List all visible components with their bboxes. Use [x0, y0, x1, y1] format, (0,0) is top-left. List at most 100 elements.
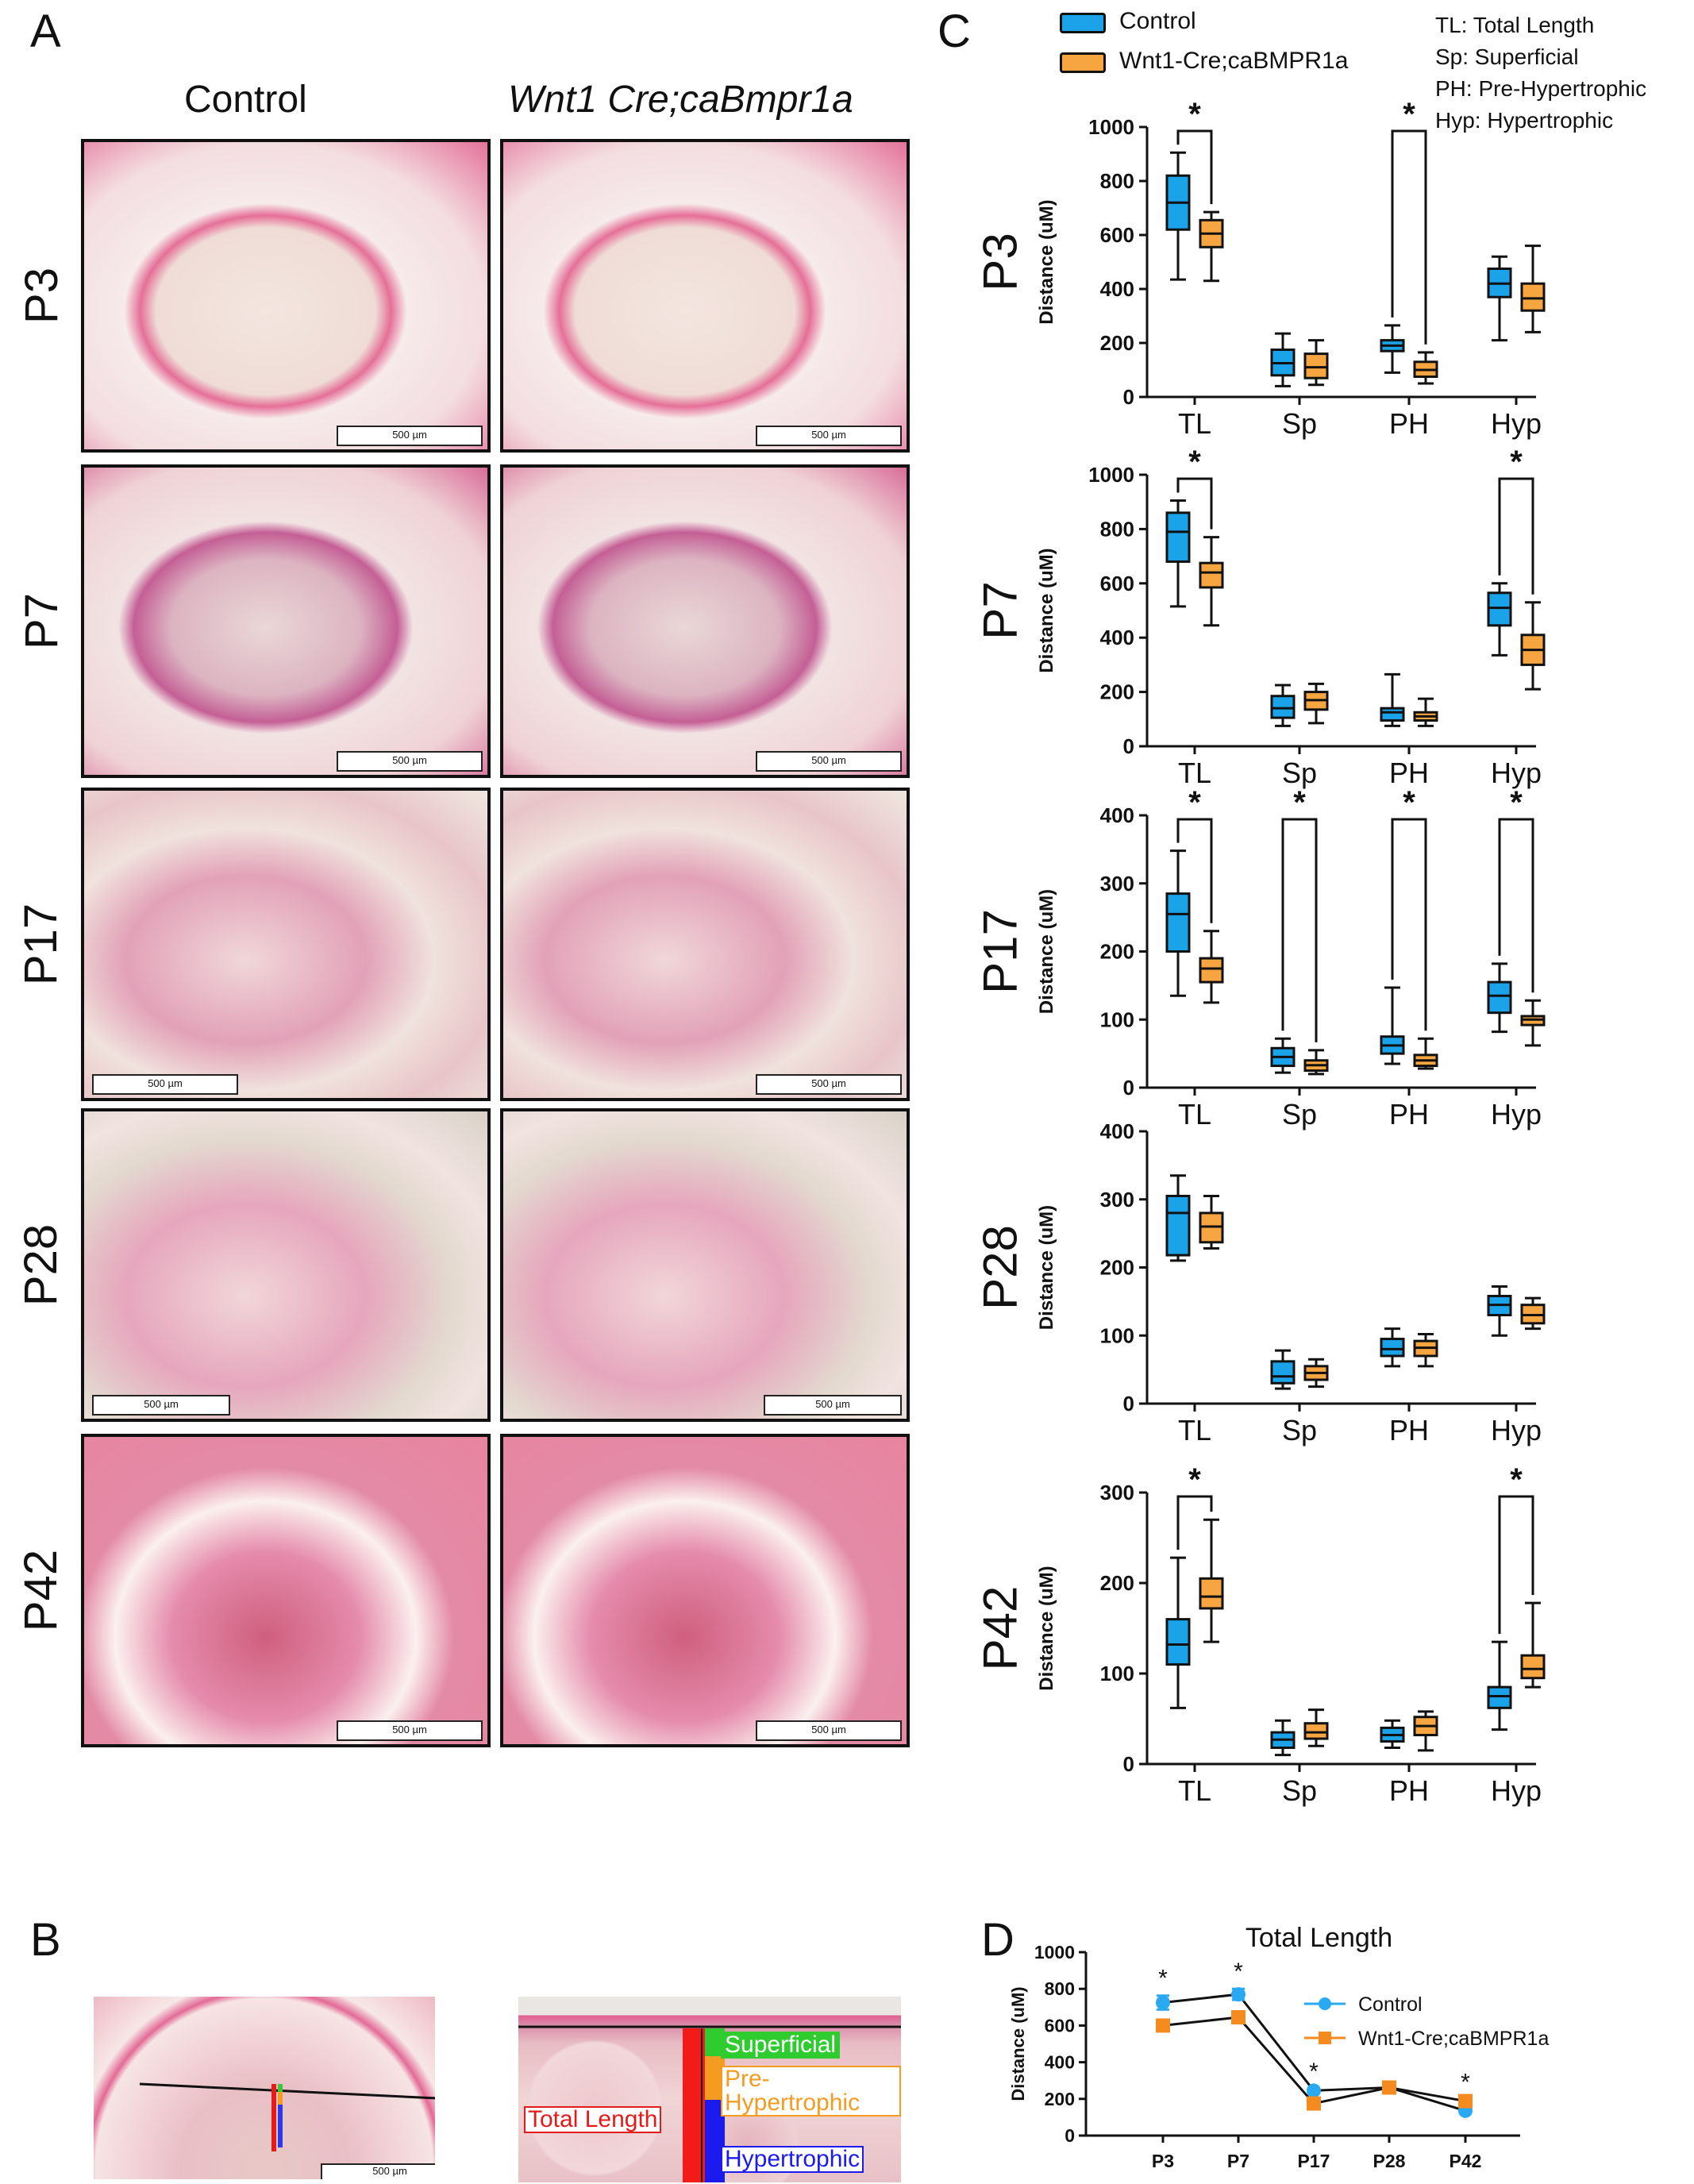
y-tick-label: 0	[1123, 734, 1134, 758]
x-tick-label-hyp: Hyp	[1491, 1774, 1542, 1807]
point-control-p17	[1307, 2083, 1321, 2098]
abbr-prehypertrophic: PH: Pre-Hypertrophic	[1435, 76, 1647, 101]
box-control-tl	[1165, 1194, 1191, 1257]
box-control-ph	[1380, 1338, 1405, 1358]
line-y-tick-label: 0	[1065, 2125, 1075, 2146]
line-significance-star: *	[1461, 2069, 1470, 2095]
y-tick-label: 100	[1100, 1007, 1134, 1031]
y-axis-label: Distance (uM)	[1036, 1205, 1057, 1330]
box-control-ph	[1380, 707, 1405, 722]
abbr-superficial: Sp: Superficial	[1435, 44, 1579, 69]
y-tick-label: 100	[1100, 1323, 1134, 1347]
y-tick-label: 1000	[1088, 463, 1134, 487]
significance-bracket	[1281, 818, 1318, 1042]
line-legend-marker-control	[1319, 1997, 1331, 2010]
stage-label-p3: P3	[974, 233, 1027, 291]
line-y-tick-label: 600	[1045, 2015, 1075, 2036]
legend-swatch-control	[1060, 13, 1106, 33]
y-tick-label: 300	[1100, 1481, 1134, 1504]
point-mutant-p42	[1458, 2093, 1473, 2109]
abbr-total-length: TL: Total Length	[1435, 13, 1595, 37]
box-control-sp	[1270, 695, 1296, 719]
line-significance-star: *	[1158, 1966, 1168, 1992]
y-tick-label: 400	[1100, 1119, 1134, 1143]
y-tick-label: 800	[1100, 169, 1134, 193]
x-tick-label-sp: Sp	[1282, 1774, 1317, 1807]
point-mutant-p28	[1382, 2080, 1396, 2095]
line-legend-label-control: Control	[1358, 1993, 1423, 2016]
scalebar: 500 µm	[764, 1395, 902, 1416]
x-tick-label-ph: PH	[1389, 1414, 1429, 1446]
x-tick-label-sp: Sp	[1282, 407, 1317, 440]
significance-star: *	[1188, 1462, 1201, 1497]
y-tick-label: 0	[1123, 1076, 1134, 1100]
column-header-mutant: Wnt1 Cre;caBmpr1a	[508, 79, 853, 121]
line-x-tick-label-p28: P28	[1373, 2151, 1406, 2171]
zone-label-prehypertrophic: Pre-Hypertrophic	[721, 2066, 901, 2117]
line-y-tick-label: 800	[1045, 1978, 1075, 1999]
histology-p17-control: 500 µm	[81, 788, 491, 1101]
line-x-tick-label-p3: P3	[1152, 2151, 1174, 2171]
y-tick-label: 0	[1123, 1392, 1134, 1416]
y-axis-label: Distance (uM)	[1036, 1566, 1057, 1690]
y-tick-label: 600	[1100, 223, 1134, 247]
x-tick-label-hyp: Hyp	[1491, 407, 1542, 440]
histology-p3-control: 500 µm	[81, 139, 491, 453]
scalebar: 500 µm	[756, 426, 902, 446]
significance-bracket	[1498, 818, 1534, 993]
histology-p28-mutant: 500 µm	[500, 1108, 910, 1422]
x-tick-label-ph: PH	[1389, 1774, 1429, 1807]
zone-label-superficial: Superficial	[721, 2032, 841, 2059]
scalebar: 500 µm	[337, 1720, 483, 1741]
scalebar: 500 µm	[756, 1074, 902, 1095]
x-tick-label-sp: Sp	[1282, 757, 1317, 789]
x-tick-label-hyp: Hyp	[1491, 1098, 1542, 1131]
histology-p7-mutant: 500 µm	[500, 464, 910, 778]
y-tick-label: 400	[1100, 626, 1134, 649]
histology-p42-control: 500 µm	[81, 1434, 491, 1747]
histology-p17-mutant: 500 µm	[500, 788, 910, 1101]
scalebar-b: 500 µm	[321, 2163, 435, 2179]
significance-bracket	[1391, 818, 1427, 1031]
x-tick-label-hyp: Hyp	[1491, 1414, 1542, 1446]
panel-label-c: C	[937, 6, 971, 57]
point-mutant-p17	[1307, 2096, 1321, 2111]
y-tick-label: 400	[1100, 803, 1134, 827]
scalebar: 500 µm	[756, 751, 902, 772]
scalebar: 500 µm	[92, 1074, 238, 1095]
box-control-hyp	[1487, 591, 1512, 627]
significance-star: *	[1188, 785, 1201, 820]
significance-star: *	[1188, 445, 1201, 480]
significance-bracket	[1176, 818, 1213, 923]
point-mutant-p7	[1231, 2010, 1245, 2025]
schematic-lines	[139, 2082, 435, 2151]
stage-label-p7: P7	[974, 581, 1027, 639]
histology-p42-mutant: 500 µm	[500, 1434, 910, 1747]
significance-bracket	[1498, 477, 1534, 595]
x-tick-label-hyp: Hyp	[1491, 757, 1542, 789]
legend-label-mutant: Wnt1-Cre;caBMPR1a	[1119, 48, 1349, 74]
box-mutant-hyp	[1520, 1654, 1546, 1680]
box-control-hyp	[1487, 1685, 1512, 1709]
x-tick-label-ph: PH	[1389, 407, 1429, 440]
x-tick-label-tl: TL	[1178, 1098, 1211, 1131]
y-axis-label: Distance (uM)	[1036, 548, 1057, 672]
line-x-tick-label-p17: P17	[1298, 2151, 1330, 2171]
line-x-tick-label-p42: P42	[1450, 2151, 1482, 2171]
y-tick-label: 800	[1100, 517, 1134, 541]
panel-label-d: D	[981, 1914, 1014, 1966]
x-tick-label-tl: TL	[1178, 1774, 1211, 1807]
scalebar: 500 µm	[92, 1395, 230, 1416]
panel-label-b: B	[30, 1914, 61, 1966]
significance-bracket	[1498, 1495, 1534, 1635]
box-mutant-tl	[1199, 561, 1224, 589]
y-tick-label: 0	[1123, 385, 1134, 409]
box-mutant-tl	[1199, 1577, 1224, 1610]
significance-bracket	[1176, 129, 1213, 205]
significance-star: *	[1293, 785, 1306, 820]
y-tick-label: 600	[1100, 572, 1134, 595]
line-y-tick-label: 1000	[1034, 1942, 1075, 1963]
y-tick-label: 0	[1123, 1752, 1134, 1776]
x-tick-label-tl: TL	[1178, 1414, 1211, 1446]
